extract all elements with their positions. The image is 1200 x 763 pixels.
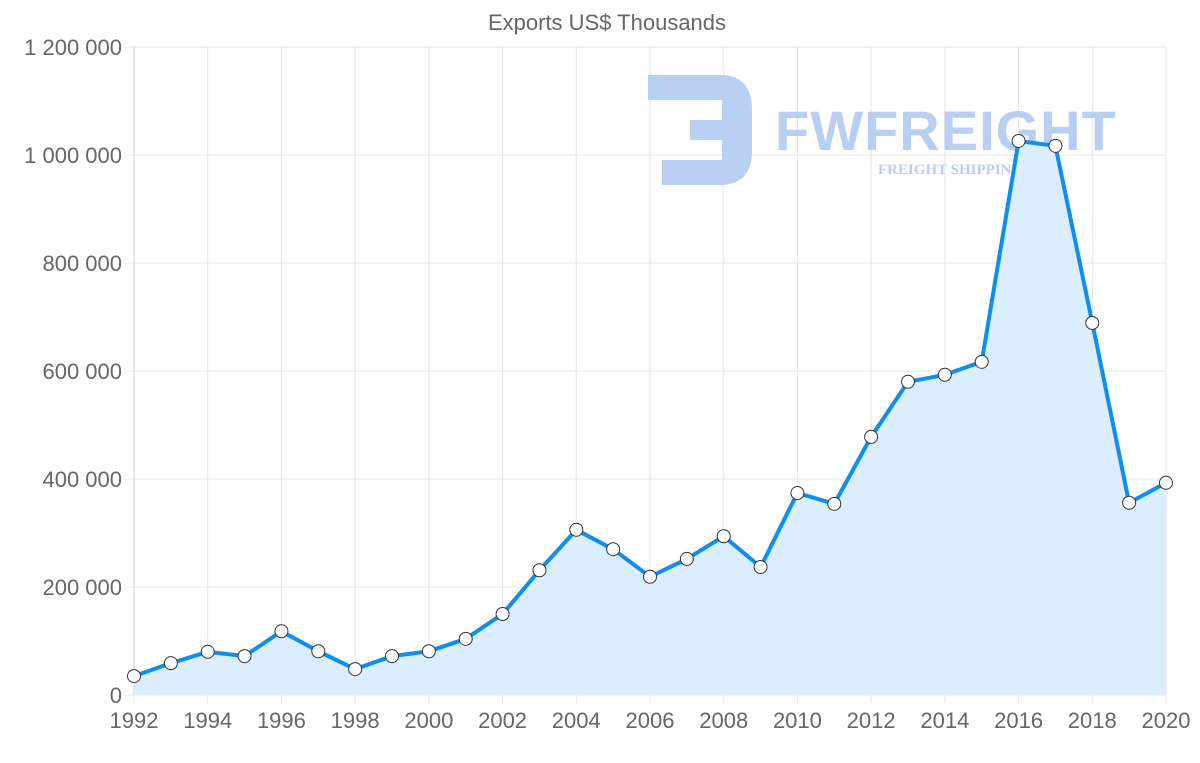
area-fill [134,141,1166,695]
data-point [864,429,879,444]
x-tick-label: 2020 [1142,708,1191,733]
data-point [901,374,915,389]
data-point [311,644,326,659]
y-tick-label: 600 000 [42,359,122,384]
data-point [1085,315,1100,330]
x-tick-label: 2018 [1068,708,1117,733]
x-tick-label: 2002 [478,708,527,733]
y-tick-label: 200 000 [42,575,122,600]
x-tick-label: 1998 [331,708,380,733]
chart-title: Exports US$ Thousands [488,10,726,35]
data-point [163,656,178,671]
data-point [606,542,621,557]
data-point [200,644,215,659]
data-point [937,367,952,382]
x-tick-label: 2012 [847,708,896,733]
y-tick-label: 1 000 000 [24,143,122,168]
x-tick-label: 2006 [626,708,675,733]
data-point [790,486,805,501]
x-tick-label: 2008 [699,708,748,733]
data-point [1159,475,1173,490]
data-point [679,551,694,566]
x-tick-label: 2000 [404,708,453,733]
data-point [569,522,584,537]
data-point [532,563,547,578]
data-point [385,649,399,664]
y-tick-label: 0 [110,683,122,708]
data-point [421,644,436,659]
axis-ticks: 0 200 000 400 000 600 000 800 000 1 000 000 1 … [24,35,1190,733]
data-point [1011,133,1026,148]
x-tick-label: 2016 [994,708,1043,733]
y-tick-label: 800 000 [42,251,122,276]
data-point [274,624,289,639]
data-point [495,607,510,621]
data-point [348,662,363,677]
x-tick-label: 1992 [110,708,159,733]
data-point [753,560,768,575]
data-point [1122,495,1137,510]
x-tick-label: 1994 [183,708,232,733]
svg-text:FWFREIGHT: FWFREIGHT [775,99,1117,162]
x-tick-label: 2010 [773,708,822,733]
y-tick-label: 1 200 000 [24,35,122,60]
x-tick-label: 2004 [552,708,601,733]
series-area [127,133,1173,695]
data-point [458,631,473,646]
data-point [974,354,989,369]
data-point [237,649,252,664]
data-point [827,496,842,511]
svg-text:FREIGHT SHIPPING: FREIGHT SHIPPING [878,162,1023,178]
data-point [127,669,141,684]
data-point [643,569,657,584]
data-point [716,529,731,544]
x-tick-label: 1996 [257,708,306,733]
y-tick-label: 400 000 [42,467,122,492]
x-tick-label: 2014 [920,708,969,733]
data-point [1048,138,1063,153]
